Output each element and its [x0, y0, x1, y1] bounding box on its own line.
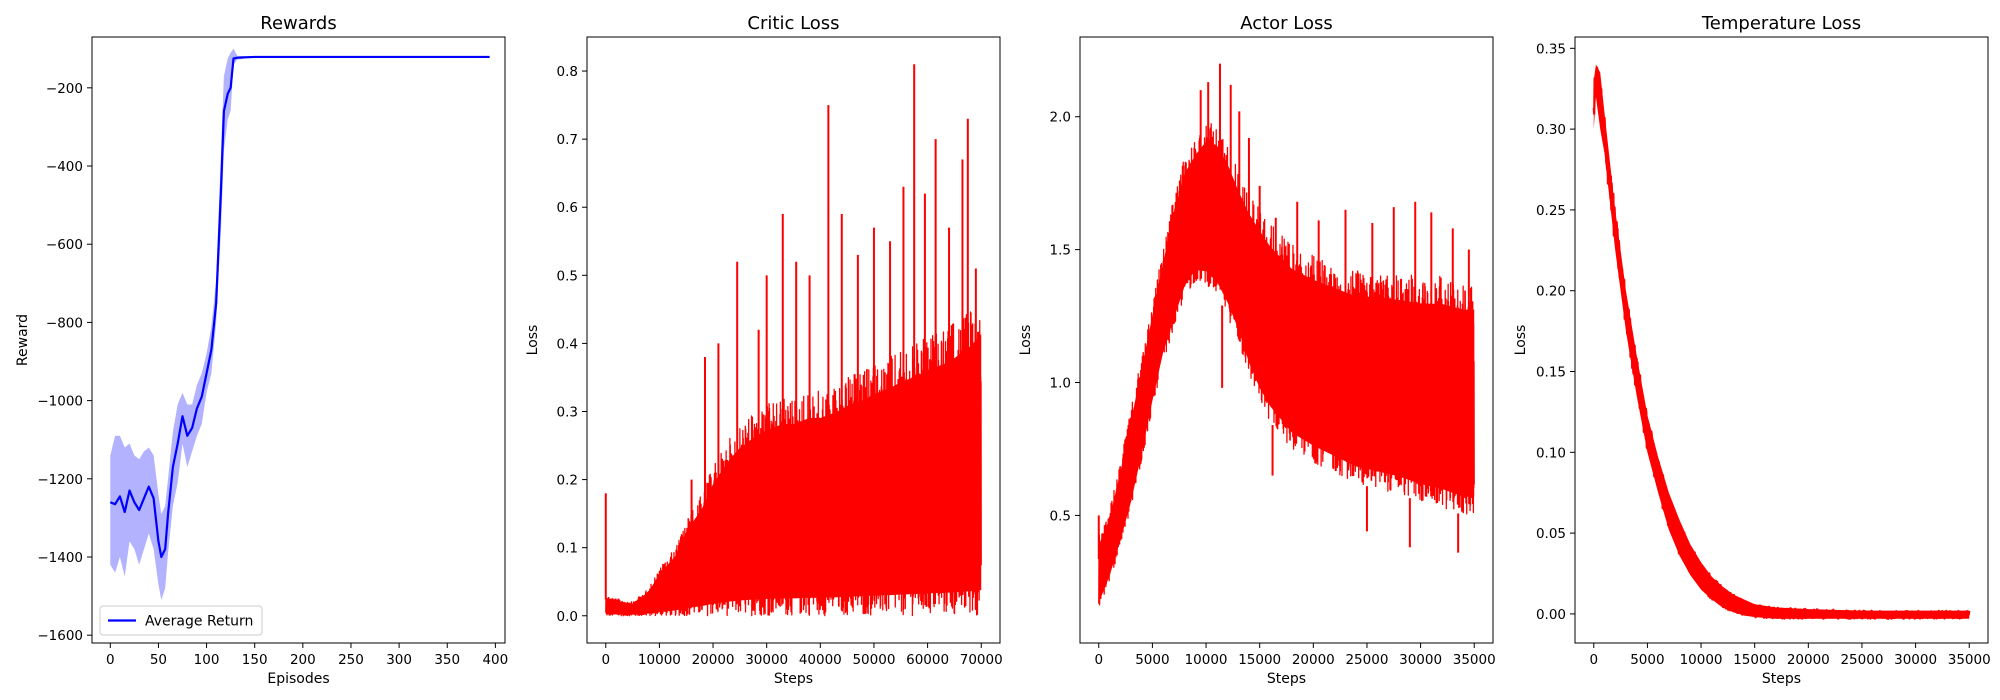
- y-tick-label: 0.4: [557, 336, 578, 352]
- x-tick-label: 60000: [906, 652, 949, 668]
- temperature-loss-envelope: [1593, 64, 1970, 619]
- x-tick-label: 250: [338, 652, 364, 668]
- y-tick-label: −400: [46, 159, 83, 175]
- y-tick-label: −200: [46, 81, 83, 97]
- x-tick-label: 35000: [1948, 652, 1991, 668]
- x-tick-label: 30000: [1399, 652, 1442, 668]
- rewards-series-layer: [109, 48, 490, 600]
- rewards-xlabel: Episodes: [267, 671, 329, 687]
- x-tick-label: 15000: [1733, 652, 1776, 668]
- x-tick-label: 20000: [692, 652, 735, 668]
- y-tick-label: 0.35: [1536, 41, 1566, 57]
- y-tick-label: 0.6: [557, 200, 578, 216]
- y-tick-label: −1000: [37, 394, 83, 410]
- critic-loss-ticks: 0 10000 20000 30000 40000 50000 60000 70000 0.0 0…: [557, 64, 1003, 668]
- y-tick-label: −600: [46, 237, 83, 253]
- y-tick-label: 0.5: [557, 268, 578, 284]
- x-tick-label: 0: [106, 652, 115, 668]
- x-tick-label: 25000: [1345, 652, 1388, 668]
- x-tick-label: 0: [601, 652, 610, 668]
- average-return-line: [109, 55, 490, 559]
- x-tick-label: 300: [386, 652, 412, 668]
- actor-loss-plot-frame: [1079, 36, 1494, 644]
- y-tick-label: 0.10: [1536, 445, 1566, 461]
- x-tick-label: 50: [150, 652, 167, 668]
- x-tick-label: 20000: [1292, 652, 1335, 668]
- x-tick-label: 50000: [852, 652, 895, 668]
- x-tick-label: 5000: [1135, 652, 1169, 668]
- x-tick-label: 350: [434, 652, 460, 668]
- critic-loss-plot-frame: [586, 36, 1001, 644]
- rewards-ylabel: Reward: [15, 314, 31, 366]
- actor-loss-ylabel: Loss: [1018, 325, 1034, 356]
- x-tick-label: 35000: [1453, 652, 1496, 668]
- rewards-legend: Average Return: [99, 605, 263, 636]
- temperature-loss-plot-frame: [1574, 36, 1989, 644]
- y-tick-label: −800: [46, 315, 83, 331]
- x-tick-label: 20000: [1787, 652, 1830, 668]
- x-tick-label: 30000: [1894, 652, 1937, 668]
- y-tick-label: 2.0: [1050, 110, 1071, 126]
- x-tick-label: 10000: [1185, 652, 1228, 668]
- y-tick-label: 1.0: [1050, 376, 1071, 392]
- critic-loss-ylabel: Loss: [525, 325, 541, 356]
- y-tick-label: 0.1: [557, 541, 578, 557]
- x-tick-label: 400: [482, 652, 508, 668]
- temperature-loss-ylabel: Loss: [1513, 325, 1529, 356]
- temperature-loss-series-layer: [1592, 64, 1971, 620]
- y-tick-label: 0.8: [557, 64, 578, 80]
- temperature-loss-line: [1592, 66, 1971, 620]
- y-tick-label: 0.2: [557, 473, 578, 489]
- x-tick-label: 70000: [960, 652, 1003, 668]
- actor-loss-envelope: [1098, 141, 1475, 603]
- temperature-loss-xlabel: Steps: [1762, 671, 1801, 687]
- x-tick-label: 15000: [1238, 652, 1281, 668]
- y-tick-label: 0.0: [557, 609, 578, 625]
- x-tick-label: 150: [242, 652, 268, 668]
- y-tick-label: 0.20: [1536, 284, 1566, 300]
- legend-box: [99, 605, 263, 636]
- panel-critic-loss: 0 10000 20000 30000 40000 50000 60000 70000 0.0 0…: [525, 13, 1003, 687]
- actor-loss-title: Actor Loss: [1240, 13, 1333, 34]
- y-tick-label: 0.5: [1050, 508, 1071, 524]
- x-tick-label: 10000: [1680, 652, 1723, 668]
- x-tick-label: 25000: [1840, 652, 1883, 668]
- critic-loss-series-layer: [604, 64, 982, 617]
- x-tick-label: 5000: [1630, 652, 1664, 668]
- panel-actor-loss: 0 5000 10000 15000 20000 25000 30000 35000 0.5 1.…: [1018, 13, 1496, 687]
- y-tick-label: 0.00: [1536, 607, 1566, 623]
- actor-loss-ticks: 0 5000 10000 15000 20000 25000 30000 35000 0.5 1.…: [1050, 110, 1496, 668]
- x-tick-label: 200: [290, 652, 316, 668]
- x-tick-label: 40000: [799, 652, 842, 668]
- rewards-ticks: 0 50 100 150 200 250 300 350 400 −1600 −1400 −1200 −…: [37, 81, 508, 668]
- x-tick-label: 10000: [638, 652, 681, 668]
- critic-loss-title: Critic Loss: [747, 13, 839, 34]
- temperature-loss-title: Temperature Loss: [1701, 13, 1861, 34]
- y-tick-label: −1400: [37, 550, 83, 566]
- rewards-plot-frame: [91, 36, 506, 644]
- y-tick-label: 0.15: [1536, 365, 1566, 381]
- y-tick-label: 0.30: [1536, 122, 1566, 138]
- critic-loss-envelope: [605, 334, 982, 615]
- panel-rewards: 0 50 100 150 200 250 300 350 400 −1600 −1400 −1200 −…: [15, 13, 508, 687]
- y-tick-label: −1600: [37, 628, 83, 644]
- y-tick-label: 0.7: [557, 132, 578, 148]
- x-tick-label: 0: [1589, 652, 1598, 668]
- legend-entry-average-return: Average Return: [145, 614, 253, 630]
- y-tick-label: 1.5: [1050, 243, 1071, 259]
- y-tick-label: 0.25: [1536, 203, 1566, 219]
- y-tick-label: 0.3: [557, 404, 578, 420]
- rewards-title: Rewards: [260, 13, 336, 34]
- x-tick-label: 100: [194, 652, 220, 668]
- y-tick-label: −1200: [37, 472, 83, 488]
- actor-loss-xlabel: Steps: [1267, 671, 1306, 687]
- panel-temperature-loss: 0 5000 10000 15000 20000 25000 30000 35000 0.00 0…: [1513, 13, 1991, 687]
- actor-loss-series-layer: [1097, 63, 1475, 606]
- temperature-loss-ticks: 0 5000 10000 15000 20000 25000 30000 35000 0.00 0…: [1536, 41, 1991, 668]
- y-tick-label: 0.05: [1536, 526, 1566, 542]
- x-tick-label: 0: [1094, 652, 1103, 668]
- critic-loss-xlabel: Steps: [774, 671, 813, 687]
- x-tick-label: 30000: [745, 652, 788, 668]
